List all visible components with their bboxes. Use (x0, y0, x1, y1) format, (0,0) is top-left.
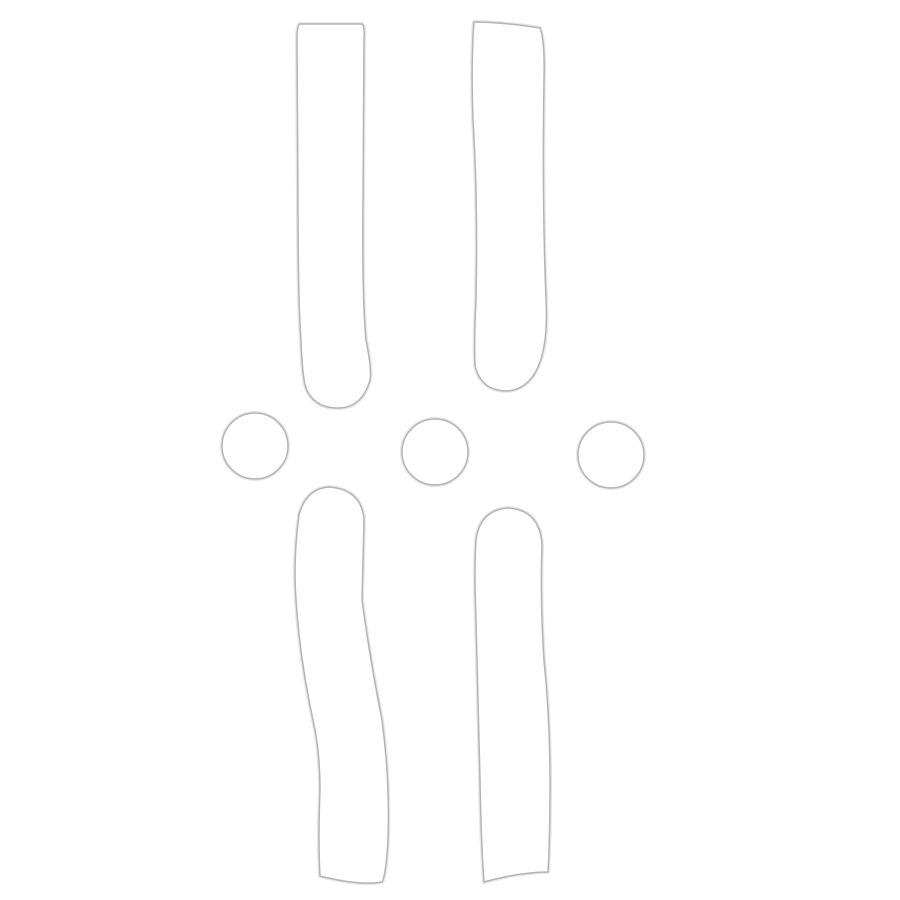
circle-left (220, 411, 290, 481)
circle-right (576, 420, 646, 490)
strip-bottom-right (473, 506, 552, 884)
strip-top-left (295, 22, 373, 410)
strip-top-right (470, 20, 549, 393)
circle-middle (400, 417, 470, 487)
strip-bottom-left (293, 485, 391, 886)
